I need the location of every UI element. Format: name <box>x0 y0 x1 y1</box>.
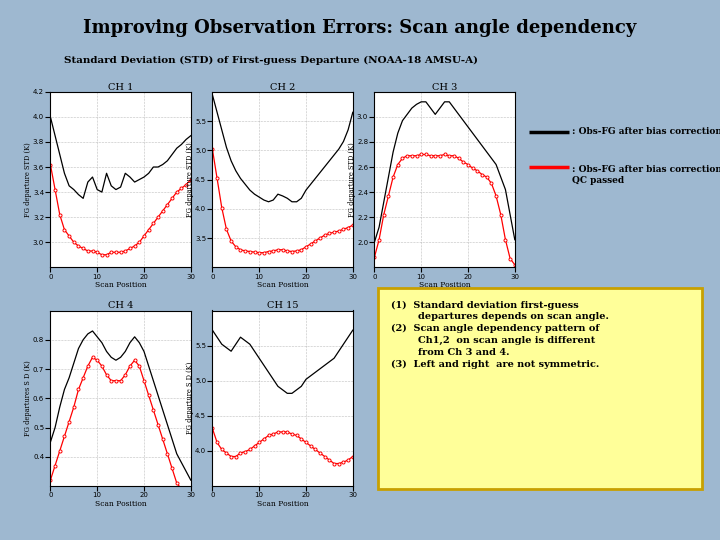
Title: CH 1: CH 1 <box>108 83 133 92</box>
Text: (1)  Standard deviation first-guess
        departures depends on scan angle.
(2: (1) Standard deviation first-guess depar… <box>391 301 609 369</box>
Title: CH 4: CH 4 <box>108 301 133 310</box>
Title: CH 15: CH 15 <box>267 301 298 310</box>
Y-axis label: FG departures S D (K): FG departures S D (K) <box>24 360 32 436</box>
Y-axis label: FG departure STD (K): FG departure STD (K) <box>24 142 32 217</box>
X-axis label: Scan Position: Scan Position <box>257 281 308 289</box>
Y-axis label: FG departure STD (K): FG departure STD (K) <box>186 142 194 217</box>
Y-axis label: FG departure STD (K): FG departure STD (K) <box>348 142 356 217</box>
X-axis label: Scan Position: Scan Position <box>95 500 146 508</box>
Text: Improving Observation Errors: Scan angle dependency: Improving Observation Errors: Scan angle… <box>84 19 636 37</box>
Y-axis label: FG departure S D (K): FG departure S D (K) <box>186 362 194 435</box>
X-axis label: Scan Position: Scan Position <box>95 281 146 289</box>
Text: Standard Deviation (STD) of First-guess Departure (NOAA-18 AMSU-A): Standard Deviation (STD) of First-guess … <box>63 56 477 65</box>
Text: : Obs-FG after bias correction: : Obs-FG after bias correction <box>572 127 720 136</box>
X-axis label: Scan Position: Scan Position <box>257 500 308 508</box>
X-axis label: Scan Position: Scan Position <box>419 281 470 289</box>
FancyBboxPatch shape <box>378 288 702 489</box>
Text: : Obs-FG after bias correction and
QC passed: : Obs-FG after bias correction and QC pa… <box>572 165 720 185</box>
Title: CH 3: CH 3 <box>432 83 457 92</box>
Title: CH 2: CH 2 <box>270 83 295 92</box>
